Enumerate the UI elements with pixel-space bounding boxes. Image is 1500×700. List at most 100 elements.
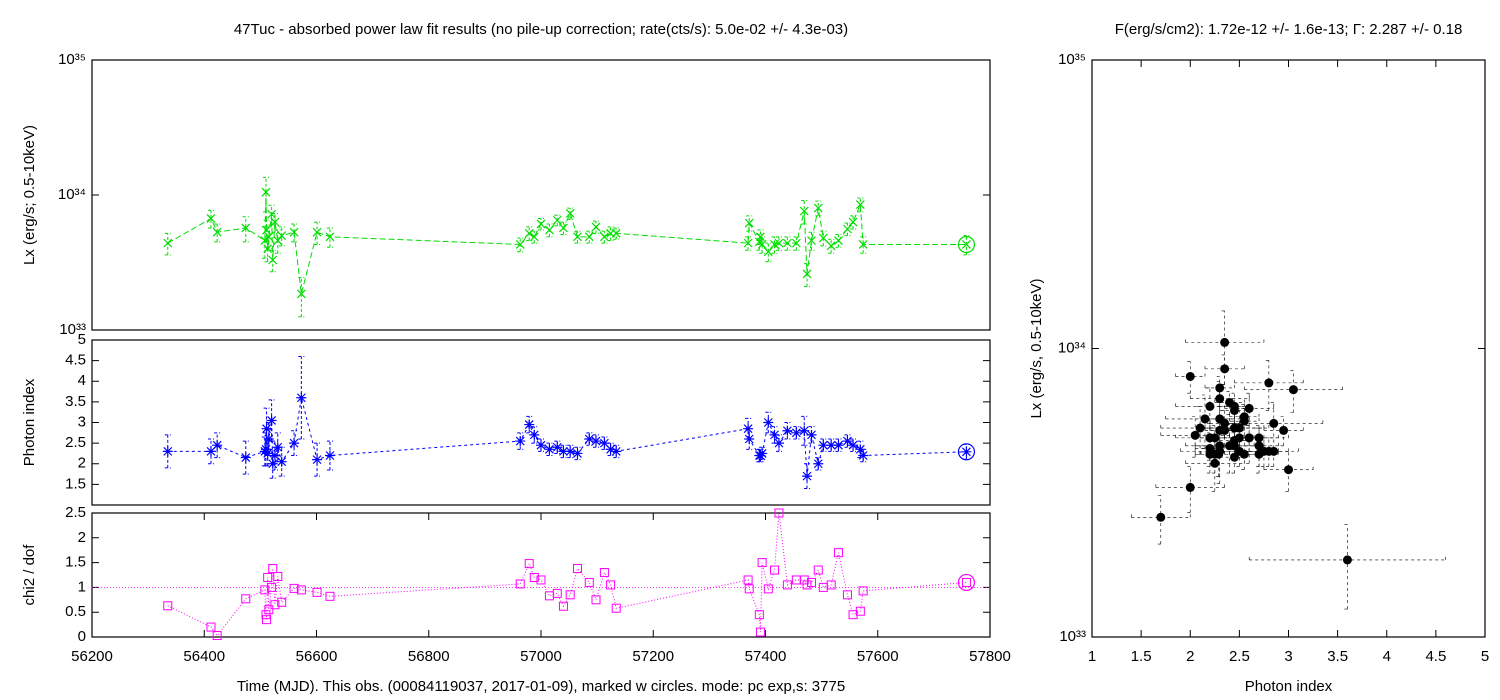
- marker: [268, 564, 278, 574]
- marker: [324, 450, 335, 461]
- marker: [773, 438, 784, 449]
- marker: [536, 219, 546, 229]
- y-tick-label: 3.5: [65, 393, 86, 410]
- marker: [754, 610, 764, 620]
- marker: [791, 575, 801, 585]
- error-bar: [278, 226, 285, 247]
- marker: [268, 255, 278, 265]
- marker: [755, 627, 765, 637]
- error-bar: [784, 422, 791, 440]
- error-bar: [269, 249, 276, 273]
- y-tick-label: 1.5: [65, 554, 86, 571]
- marker: [818, 582, 828, 592]
- marker: [212, 227, 222, 237]
- marker: [325, 591, 335, 601]
- marker: [205, 446, 216, 457]
- marker: [802, 471, 813, 482]
- marker: [296, 289, 306, 299]
- y-error-bar: [1290, 370, 1297, 413]
- x-tick-label: 3: [1284, 648, 1292, 665]
- point: [1215, 383, 1225, 393]
- error-bar: [526, 415, 533, 434]
- marker: [261, 610, 271, 620]
- marker: [769, 565, 779, 575]
- y-tick-label: 4: [78, 372, 86, 389]
- marker: [782, 425, 793, 436]
- marker: [807, 236, 816, 245]
- error-bar: [531, 426, 538, 444]
- marker: [529, 232, 539, 242]
- marker: [763, 584, 773, 594]
- marker: [791, 238, 801, 248]
- x-tick-label: 56800: [408, 648, 450, 665]
- error-bar: [278, 446, 285, 477]
- marker: [763, 417, 774, 428]
- marker: [312, 587, 322, 597]
- point: [1210, 458, 1220, 468]
- marker: [529, 429, 540, 440]
- x-tick-label: 4.5: [1425, 648, 1446, 665]
- marker: [791, 427, 802, 438]
- marker: [524, 559, 534, 569]
- error-bar: [801, 200, 808, 225]
- marker: [163, 238, 173, 248]
- point: [1205, 433, 1215, 443]
- point: [1220, 337, 1230, 347]
- marker: [584, 577, 594, 587]
- marker: [312, 454, 323, 465]
- y-tick-label: 2: [78, 529, 86, 546]
- x-tick-label: 57600: [857, 648, 899, 665]
- point: [1215, 425, 1225, 435]
- marker: [270, 217, 280, 227]
- error-bar: [517, 432, 524, 450]
- y-axis-label: Photon index: [21, 378, 38, 466]
- marker: [743, 575, 753, 585]
- point: [1190, 430, 1200, 440]
- x-tick-label: 56200: [71, 648, 113, 665]
- error-bar: [214, 223, 221, 243]
- error-bar: [326, 440, 333, 471]
- marker: [565, 590, 575, 600]
- marker: [826, 580, 836, 590]
- point: [1215, 441, 1225, 451]
- marker: [769, 429, 780, 440]
- point: [1288, 385, 1298, 395]
- marker: [763, 247, 773, 257]
- x-axis-label: Time (MJD). This obs. (00084119037, 2017…: [237, 678, 845, 695]
- point: [1185, 371, 1195, 381]
- marker: [606, 580, 616, 590]
- point: [1214, 449, 1224, 459]
- y-tick-label: 0: [78, 628, 86, 645]
- point: [1156, 512, 1166, 522]
- point: [1215, 414, 1225, 424]
- point: [1239, 416, 1249, 426]
- point: [1200, 414, 1210, 424]
- marker: [799, 206, 809, 216]
- marker: [802, 269, 812, 279]
- marker: [573, 232, 582, 242]
- x-tick-label: 57800: [969, 648, 1011, 665]
- current-obs-circle: [957, 443, 976, 461]
- y-error-bar: [1344, 524, 1351, 610]
- marker: [558, 601, 568, 611]
- marker: [584, 434, 595, 444]
- point: [1234, 423, 1244, 433]
- marker: [241, 223, 251, 233]
- error-bar: [759, 236, 766, 254]
- y-axis-label: chi2 / dof: [21, 544, 38, 606]
- marker: [961, 446, 972, 457]
- chart-title: 47Tuc - absorbed power law fit results (…: [234, 21, 848, 38]
- marker: [264, 605, 274, 615]
- y-error-bar: [1246, 392, 1253, 427]
- marker: [961, 577, 971, 587]
- marker: [744, 584, 754, 594]
- marker: [848, 610, 858, 620]
- point: [1342, 555, 1352, 565]
- marker: [241, 594, 251, 604]
- marker: [544, 225, 554, 235]
- x-tick-label: 56400: [183, 648, 225, 665]
- point: [1205, 449, 1215, 459]
- y-tick-label: 10³⁴: [58, 186, 86, 203]
- marker: [296, 392, 307, 403]
- marker: [162, 446, 173, 457]
